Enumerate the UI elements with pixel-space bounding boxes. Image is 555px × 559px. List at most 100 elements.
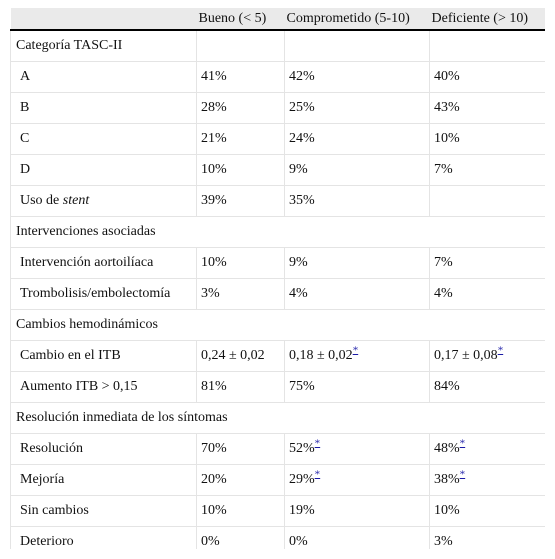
cell-value: 39% (201, 193, 227, 208)
cell: 9% (284, 154, 430, 186)
cell: 10% (429, 123, 545, 155)
cell-value: 3% (201, 286, 220, 301)
table-container: Bueno (< 5) Comprometido (5-10) Deficiente… (10, 8, 545, 549)
cell-value: 43% (434, 100, 460, 115)
cell: 10% (196, 154, 285, 186)
data-row: Intervención aortoilíaca 10% 9% 7% (10, 247, 545, 279)
section-cell: Cambios hemodinámicos (10, 309, 545, 341)
cell: 3% (429, 526, 545, 549)
row-label: Trombolisis/embolectomía (10, 278, 197, 310)
label-text: D (20, 162, 31, 177)
note-link[interactable]: * (459, 468, 466, 481)
label-text: Deterioro (20, 534, 74, 549)
label-part: Uso de (20, 193, 63, 208)
cell (284, 29, 430, 62)
cell: 4% (429, 278, 545, 310)
cell-value: 19% (289, 503, 315, 518)
section-cell: Intervenciones asociadas (10, 216, 545, 248)
cell (429, 29, 545, 62)
cell: 7% (429, 154, 545, 186)
cell-value: 42% (289, 69, 315, 84)
cell: 28% (196, 92, 285, 124)
cell: 39% (196, 185, 285, 217)
cell: 0,18 ± 0,02* (284, 340, 430, 372)
data-row: C 21% 24% 10% (10, 123, 545, 155)
section-row: Cambios hemodinámicos (10, 309, 545, 341)
cell: 40% (429, 61, 545, 93)
row-label: Cambio en el ITB (10, 340, 197, 372)
data-row: Aumento ITB > 0,15 81% 75% 84% (10, 371, 545, 403)
note-link[interactable]: * (497, 344, 504, 357)
section-title: Cambios hemodinámicos (16, 317, 158, 332)
cell-value: 48% (434, 441, 460, 456)
header-cell: Bueno (< 5) (196, 8, 285, 31)
row-label: C (10, 123, 197, 155)
section-title: Intervenciones asociadas (16, 224, 156, 239)
cell: 52%* (284, 433, 430, 465)
cell-value: 10% (434, 131, 460, 146)
cell-value: 81% (201, 379, 227, 394)
cell: 42% (284, 61, 430, 93)
cell-value: 75% (289, 379, 315, 394)
cell: 29%* (284, 464, 430, 496)
cell: 25% (284, 92, 430, 124)
cell-value: 0% (289, 534, 308, 549)
cell-value: 10% (201, 255, 227, 270)
data-row: D 10% 9% 7% (10, 154, 545, 186)
cell-value: 10% (434, 503, 460, 518)
cell: 0,17 ± 0,08* (429, 340, 545, 372)
cell: 0,24 ± 0,02 (196, 340, 285, 372)
cell: 70% (196, 433, 285, 465)
row-label: Deterioro (10, 526, 197, 549)
note-link[interactable]: * (352, 344, 359, 357)
section-row: Intervenciones asociadas (10, 216, 545, 248)
data-row: Cambio en el ITB 0,24 ± 0,02 0,18 ± 0,02* 0… (10, 340, 545, 372)
label-text: B (20, 100, 30, 115)
cell: 75% (284, 371, 430, 403)
data-row: A 41% 42% 40% (10, 61, 545, 93)
cell-value: 4% (434, 286, 453, 301)
cell-value: 35% (289, 193, 315, 208)
cell-value: 25% (289, 100, 315, 115)
cell: 38%* (429, 464, 545, 496)
label-text: Trombolisis/embolectomía (20, 286, 171, 301)
label-text: A (20, 69, 31, 84)
cell: 35% (284, 185, 430, 217)
cell: 48%* (429, 433, 545, 465)
cell-value: 52% (289, 441, 315, 456)
data-row: Resolución 70% 52%* 48%* (10, 433, 545, 465)
row-label: Uso de stent (10, 185, 197, 217)
cell-value: 84% (434, 379, 460, 394)
cell: 24% (284, 123, 430, 155)
section-title: Categoría TASC-II (16, 38, 123, 53)
cell: 84% (429, 371, 545, 403)
cell (196, 29, 285, 62)
cell-value: 20% (201, 472, 227, 487)
cell (429, 185, 545, 217)
cell-value: 29% (289, 472, 315, 487)
row-label: Sin cambios (10, 495, 197, 527)
cell-value: 24% (289, 131, 315, 146)
header-cell: Deficiente (> 10) (429, 8, 545, 31)
data-row: Uso de stent 39% 35% (10, 185, 545, 217)
row-label: Resolución (10, 433, 197, 465)
data-row: Deterioro 0% 0% 3% (10, 526, 545, 549)
cell: 43% (429, 92, 545, 124)
row-label: Mejoría (10, 464, 197, 496)
header-cell: Comprometido (5-10) (284, 8, 430, 31)
section-cell: Resolución inmediata de los síntomas (10, 402, 545, 434)
note-link[interactable]: * (459, 437, 466, 450)
note-link[interactable]: * (314, 468, 321, 481)
data-row: Mejoría 20% 29%* 38%* (10, 464, 545, 496)
cell-value: 3% (434, 534, 453, 549)
label-text: Sin cambios (20, 503, 89, 518)
table-body: Categoría TASC-II A 41% 42% 40% B 28% 25% 43% C 21… (10, 29, 545, 549)
cell: 81% (196, 371, 285, 403)
cell: 41% (196, 61, 285, 93)
section-row: Categoría TASC-II (10, 29, 545, 62)
data-row: Trombolisis/embolectomía 3% 4% 4% (10, 278, 545, 310)
note-link[interactable]: * (314, 437, 321, 450)
cell: 9% (284, 247, 430, 279)
cell-value: 38% (434, 472, 460, 487)
